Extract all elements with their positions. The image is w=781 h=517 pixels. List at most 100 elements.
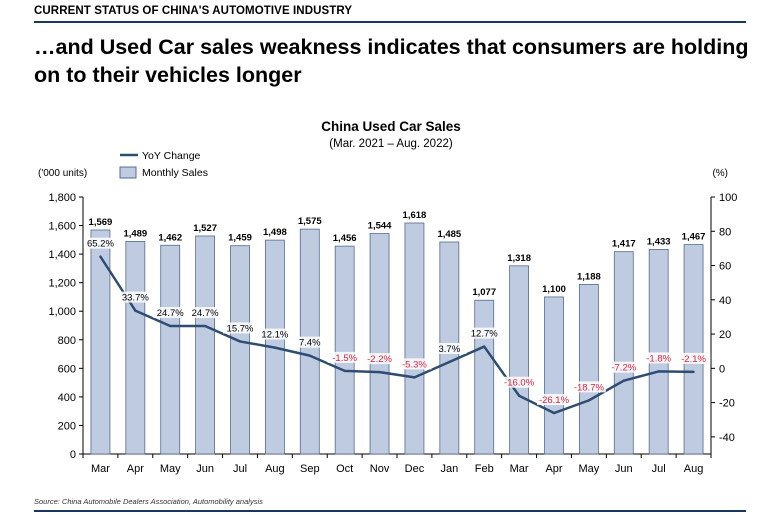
bar-value-label: 1,459: [228, 233, 252, 244]
yoy-label-bg: [153, 307, 188, 319]
yoy-value-label: 12.7%: [471, 329, 498, 340]
bar-value-label: 1,575: [298, 216, 322, 227]
yoy-label-bg: [397, 358, 432, 370]
bar: [369, 233, 390, 455]
yoy-line: [99, 255, 695, 415]
yoy-point: [273, 346, 277, 349]
yoy-point: [517, 394, 521, 397]
yoy-value-label: 65.2%: [87, 239, 114, 250]
x-tick-label: Jun: [196, 463, 214, 475]
x-tick-label: May: [578, 463, 599, 475]
y-tick-labels: 0 200 400 600 800 1,000 1,200 1,400 1,600 1,800: [48, 192, 76, 461]
bar: [613, 251, 634, 455]
yoy-value-label: 24.7%: [157, 308, 184, 319]
yoy-point: [238, 340, 242, 343]
bar-value-label: 1,467: [682, 232, 706, 243]
y2-tick-label: 0: [719, 363, 725, 375]
y-tick-label: 800: [58, 335, 76, 347]
yoy-label-bg: [641, 352, 676, 364]
x-tick-label: Nov: [370, 463, 390, 475]
yoy-label-bg: [362, 353, 397, 365]
bar: [230, 245, 250, 455]
x-tick-label: Mar: [510, 463, 529, 475]
yoy-label-bg: [537, 394, 571, 406]
bar: [578, 283, 599, 455]
yoy-value-label: -5.3%: [402, 359, 427, 370]
x-tick-label: Sep: [300, 463, 320, 475]
y-tick-label: 1,400: [48, 249, 76, 261]
bar-value-label: 1,318: [507, 253, 531, 264]
y-tick-label: 1,200: [48, 278, 76, 290]
yoy-label-bg: [676, 352, 711, 364]
bar: [544, 296, 564, 455]
chart-title: China Used Car Sales: [321, 119, 461, 134]
yoy-label-bg: [118, 291, 153, 303]
yoy-labels: 65.2%33.7%24.7% 24.7%15.7%12.1%7.4%-1.5% -…: [83, 237, 711, 406]
x-tick-label: Jun: [615, 463, 633, 475]
x-tick-label: Jul: [652, 463, 666, 475]
y2-tick-label: 100: [719, 192, 737, 204]
bar: [334, 245, 355, 455]
y2-tick-label: -40: [719, 432, 735, 444]
yoy-label-bg: [257, 328, 292, 340]
x-tick-label: Feb: [475, 463, 494, 475]
yoy-label-bg: [327, 351, 362, 363]
yoy-point: [622, 379, 625, 382]
yoy-label-bg: [188, 307, 223, 319]
chart-subtitle: (Mar. 2021 – Aug. 2022): [329, 138, 453, 150]
legend-bar-swatch: [119, 166, 137, 179]
yoy-point: [692, 370, 695, 374]
x-tick-labels: Mar Apr May Jun Jul Aug Sep Oct Nov Dec Jan Feb Mar A…: [91, 463, 703, 475]
yoy-value-label: -1.8%: [646, 353, 671, 364]
bar: [509, 265, 530, 455]
yoy-label-bg: [502, 376, 537, 388]
x-tick-label: Apr: [127, 463, 144, 475]
yoy-value-label: -16.0%: [504, 378, 535, 389]
bar-value-label: 1,544: [368, 221, 392, 232]
legend-bar-label: Monthly Sales: [142, 167, 208, 179]
bar-value-label: 1,433: [647, 236, 671, 247]
yoy-point: [587, 399, 591, 402]
bar: [90, 229, 111, 455]
bar-value-label: 1,569: [89, 217, 113, 228]
yoy-label-bg: [606, 361, 641, 373]
yoy-value-label: -18.7%: [574, 382, 605, 393]
section-label: CURRENT STATUS OF CHINA'S AUTOMOTIVE IND…: [34, 5, 353, 17]
y-tick-label: 1,600: [48, 221, 76, 233]
yoy-label-bg: [467, 327, 502, 339]
y2-tick-label: -20: [719, 398, 735, 410]
y2-tick-label: 80: [719, 226, 731, 238]
bar-value-label: 1,462: [158, 232, 182, 243]
right-axis-unit: (%): [712, 168, 728, 179]
bar-value-label: 1,618: [403, 210, 427, 221]
bar: [160, 244, 181, 455]
bar-value-label: 1,498: [263, 227, 287, 238]
y2-tick-label: 40: [719, 295, 731, 307]
yoy-point: [413, 376, 416, 379]
bar: [683, 244, 704, 455]
yoy-point: [552, 411, 556, 415]
bar-value-label: 1,188: [577, 271, 601, 282]
yoy-label-bg: [432, 342, 467, 354]
x-tick-label: Aug: [265, 463, 285, 475]
yoy-value-label: 15.7%: [227, 323, 254, 334]
x-tick-label: Jan: [440, 463, 458, 475]
top-rule: [34, 21, 746, 23]
yoy-point: [657, 370, 660, 373]
headline: …and Used Car sales weakness indicates t…: [34, 35, 749, 87]
yoy-point: [448, 360, 451, 364]
bar-value-label: 1,417: [612, 239, 636, 250]
yoy-value-label: -26.1%: [539, 395, 570, 406]
yoy-label-bg: [83, 237, 118, 249]
bar-value-label: 1,100: [542, 284, 566, 295]
bar-value-label: 1,456: [333, 233, 357, 244]
yoy-point: [378, 370, 381, 374]
x-tick-label: Aug: [684, 463, 704, 475]
yoy-label-bg: [571, 381, 606, 393]
x-tick-label: Oct: [336, 463, 353, 475]
yoy-label-bg: [223, 322, 257, 334]
yoy-point: [308, 354, 311, 357]
axes: [79, 196, 715, 458]
bar: [195, 235, 216, 455]
